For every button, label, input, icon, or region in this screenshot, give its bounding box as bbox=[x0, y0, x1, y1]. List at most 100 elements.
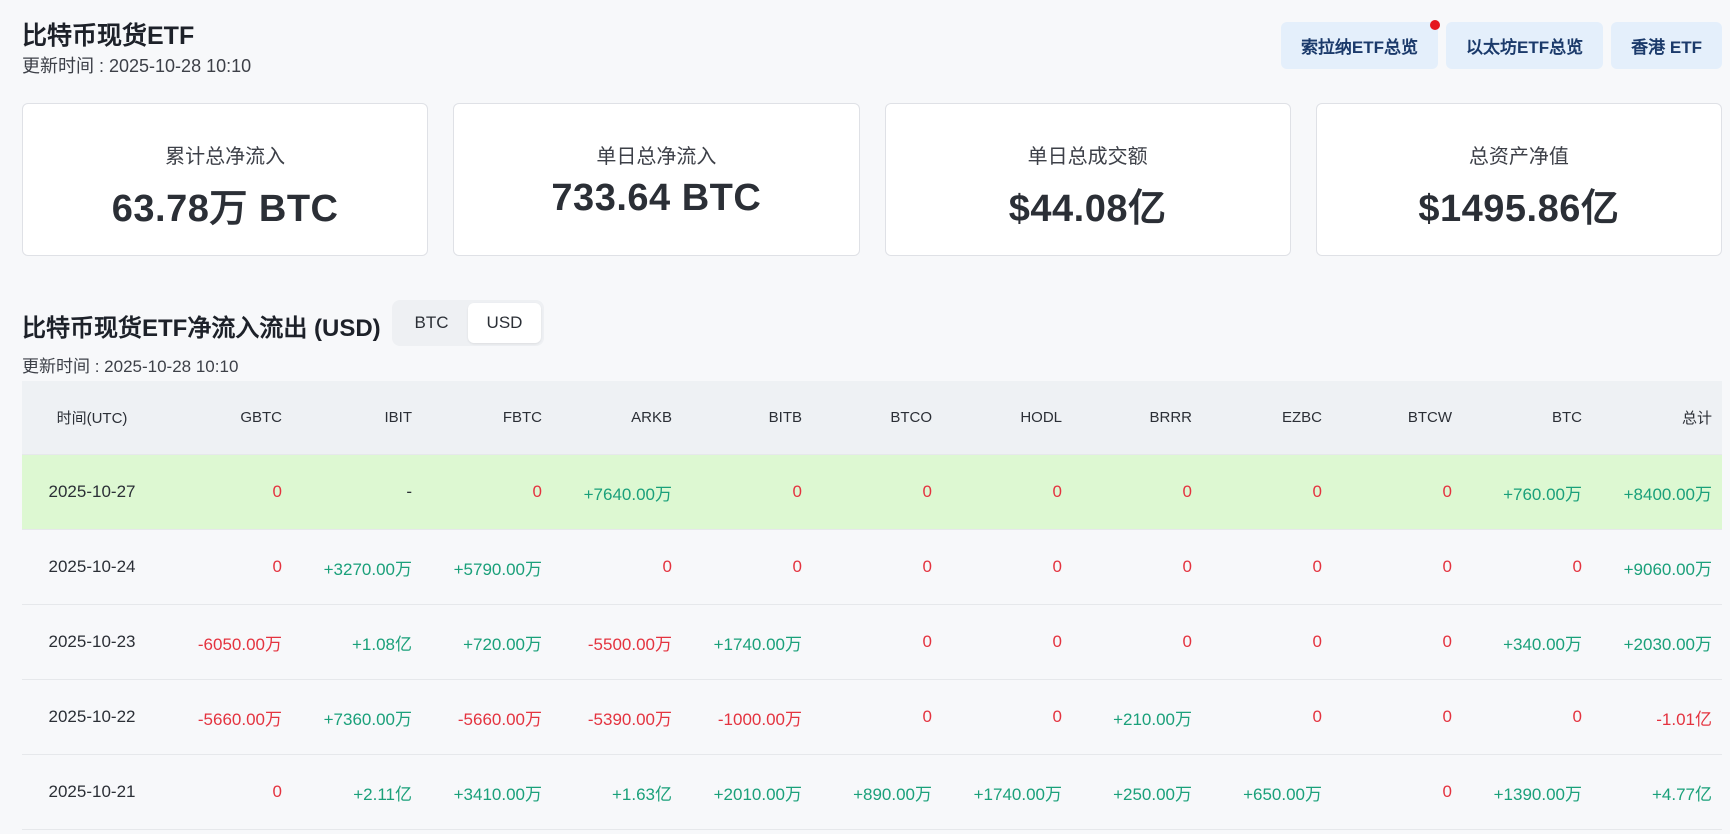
ethereum-etf-overview-button[interactable]: 以太坊ETF总览 bbox=[1446, 22, 1604, 69]
value-cell: -1000.00万 bbox=[717, 709, 802, 729]
date-cell: 2025-10-27 bbox=[48, 482, 136, 501]
card-label: 累计总净流入 bbox=[165, 146, 286, 168]
table-row: 2025-10-21 0 +2.11亿 +3410.00万 +1.63亿 +2010.00… bbox=[22, 755, 1722, 830]
card-cumulative-net-inflow: 累计总净流入 63.78万 BTC bbox=[22, 103, 429, 256]
value-cell: +720.00万 bbox=[463, 634, 542, 654]
hongkong-etf-label: 香港 ETF bbox=[1631, 38, 1702, 57]
etf-flow-table: 时间(UTC) GBTC IBIT FBTC ARKB BITB BTCO HODL BRRR E… bbox=[22, 381, 1722, 830]
value-cell: 0 bbox=[662, 557, 672, 576]
column-header: BITB bbox=[768, 409, 802, 426]
value-cell: 0 bbox=[922, 632, 932, 651]
value-cell: 0 bbox=[1442, 782, 1452, 801]
card-label: 单日总成交额 bbox=[1027, 146, 1148, 168]
value-cell: +8400.00万 bbox=[1623, 484, 1712, 504]
value-cell: 0 bbox=[1312, 482, 1322, 501]
value-cell: 0 bbox=[792, 482, 802, 501]
column-header: ARKB bbox=[631, 409, 672, 426]
value-cell: -1.01亿 bbox=[1656, 709, 1712, 729]
summary-cards: 累计总净流入 63.78万 BTC 单日总净流入 733.64 BTC 单日总成… bbox=[22, 103, 1722, 256]
value-cell: 0 bbox=[1442, 707, 1452, 726]
column-header: BTCW bbox=[1407, 409, 1452, 426]
value-cell: 0 bbox=[1312, 707, 1322, 726]
table-row: 2025-10-23 -6050.00万 +1.08亿 +720.00万 -5500.0… bbox=[22, 605, 1722, 680]
column-header: FBTC bbox=[502, 409, 542, 426]
value-cell: +2.11亿 bbox=[353, 784, 412, 804]
value-cell: 0 bbox=[272, 782, 282, 801]
date-cell: 2025-10-24 bbox=[48, 557, 136, 576]
card-value: $1495.86亿 bbox=[1418, 188, 1620, 230]
value-cell: +250.00万 bbox=[1113, 784, 1192, 804]
value-cell: - bbox=[406, 482, 412, 501]
column-header: GBTC bbox=[240, 409, 282, 426]
card-daily-volume: 单日总成交额 $44.08亿 bbox=[884, 103, 1291, 256]
value-cell: 0 bbox=[272, 557, 282, 576]
date-cell: 2025-10-21 bbox=[48, 782, 136, 801]
section-updated-time: 更新时间 : 2025-10-28 10:10 bbox=[22, 357, 239, 376]
value-cell: 0 bbox=[1442, 482, 1452, 501]
value-cell: 0 bbox=[1182, 482, 1192, 501]
value-cell: +210.00万 bbox=[1113, 709, 1192, 729]
table-row: 2025-10-22 -5660.00万 +7360.00万 -5660.00万 -53… bbox=[22, 680, 1722, 755]
value-cell: +1.63亿 bbox=[611, 784, 672, 804]
value-cell: 0 bbox=[1312, 632, 1322, 651]
value-cell: -5390.00万 bbox=[587, 709, 672, 729]
value-cell: 0 bbox=[1052, 482, 1062, 501]
page-title: 比特币现货ETF bbox=[22, 22, 195, 50]
card-daily-net-inflow: 单日总净流入 733.64 BTC bbox=[453, 103, 860, 256]
column-header: BRRR bbox=[1149, 409, 1192, 426]
value-cell: +7640.00万 bbox=[583, 484, 672, 504]
card-value: 733.64 BTC bbox=[551, 177, 762, 219]
hongkong-etf-button[interactable]: 香港 ETF bbox=[1611, 22, 1722, 69]
value-cell: +340.00万 bbox=[1503, 634, 1582, 654]
value-cell: +9060.00万 bbox=[1623, 559, 1712, 579]
value-cell: 0 bbox=[1052, 707, 1062, 726]
value-cell: 0 bbox=[922, 557, 932, 576]
value-cell: 0 bbox=[1442, 557, 1452, 576]
solana-etf-overview-label: 索拉纳ETF总览 bbox=[1300, 38, 1419, 57]
card-value: 63.78万 BTC bbox=[111, 188, 339, 230]
value-cell: -6050.00万 bbox=[197, 634, 282, 654]
value-cell: +650.00万 bbox=[1243, 784, 1322, 804]
value-cell: -5660.00万 bbox=[457, 709, 542, 729]
value-cell: 0 bbox=[1572, 707, 1582, 726]
value-cell: 0 bbox=[922, 707, 932, 726]
card-value: $44.08亿 bbox=[1008, 188, 1167, 230]
toggle-btc[interactable]: BTC bbox=[414, 313, 449, 332]
value-cell: 0 bbox=[922, 482, 932, 501]
column-header: EZBC bbox=[1281, 409, 1322, 426]
table-row: 2025-10-27 0 - 0 +7640.00万 0 0 0 0 0 0 +760.00万 +840… bbox=[22, 455, 1722, 530]
column-header: HODL bbox=[1020, 409, 1062, 426]
value-cell: 0 bbox=[532, 482, 542, 501]
card-total-net-assets: 总资产净值 $1495.86亿 bbox=[1315, 103, 1722, 256]
column-header: BTC bbox=[1552, 409, 1582, 426]
value-cell: +760.00万 bbox=[1503, 484, 1582, 504]
value-cell: +3270.00万 bbox=[323, 559, 412, 579]
value-cell: -5660.00万 bbox=[197, 709, 282, 729]
value-cell: +1740.00万 bbox=[973, 784, 1062, 804]
value-cell: +1740.00万 bbox=[713, 634, 802, 654]
value-cell: 0 bbox=[1312, 557, 1322, 576]
value-cell: +1390.00万 bbox=[1493, 784, 1582, 804]
value-cell: +4.77亿 bbox=[1651, 784, 1712, 804]
value-cell: +2010.00万 bbox=[713, 784, 802, 804]
etf-nav: 索拉纳ETF总览 以太坊ETF总览 香港 ETF bbox=[1280, 20, 1722, 69]
table-row: 2025-10-24 0 +3270.00万 +5790.00万 0 0 0 0 0 0 0 0 +90… bbox=[22, 530, 1722, 605]
page-updated-time: 更新时间 : 2025-10-28 10:10 bbox=[22, 56, 252, 76]
value-cell: +7360.00万 bbox=[323, 709, 412, 729]
card-label: 总资产净值 bbox=[1468, 146, 1569, 168]
unit-toggle: BTC USD bbox=[392, 300, 544, 346]
value-cell: -5500.00万 bbox=[587, 634, 672, 654]
date-cell: 2025-10-22 bbox=[48, 707, 136, 726]
card-label: 单日总净流入 bbox=[596, 146, 717, 168]
value-cell: 0 bbox=[1052, 557, 1062, 576]
value-cell: 0 bbox=[272, 482, 282, 501]
table-header-row: 时间(UTC) GBTC IBIT FBTC ARKB BITB BTCO HODL BRRR E… bbox=[22, 381, 1722, 455]
value-cell: 0 bbox=[792, 557, 802, 576]
column-header: 总计 bbox=[1681, 410, 1712, 427]
value-cell: 0 bbox=[1572, 557, 1582, 576]
toggle-usd[interactable]: USD bbox=[468, 303, 541, 343]
ethereum-etf-overview-label: 以太坊ETF总览 bbox=[1466, 38, 1584, 57]
value-cell: +890.00万 bbox=[853, 784, 932, 804]
solana-etf-overview-button[interactable]: 索拉纳ETF总览 bbox=[1280, 20, 1441, 69]
column-header: BTCO bbox=[890, 409, 932, 426]
